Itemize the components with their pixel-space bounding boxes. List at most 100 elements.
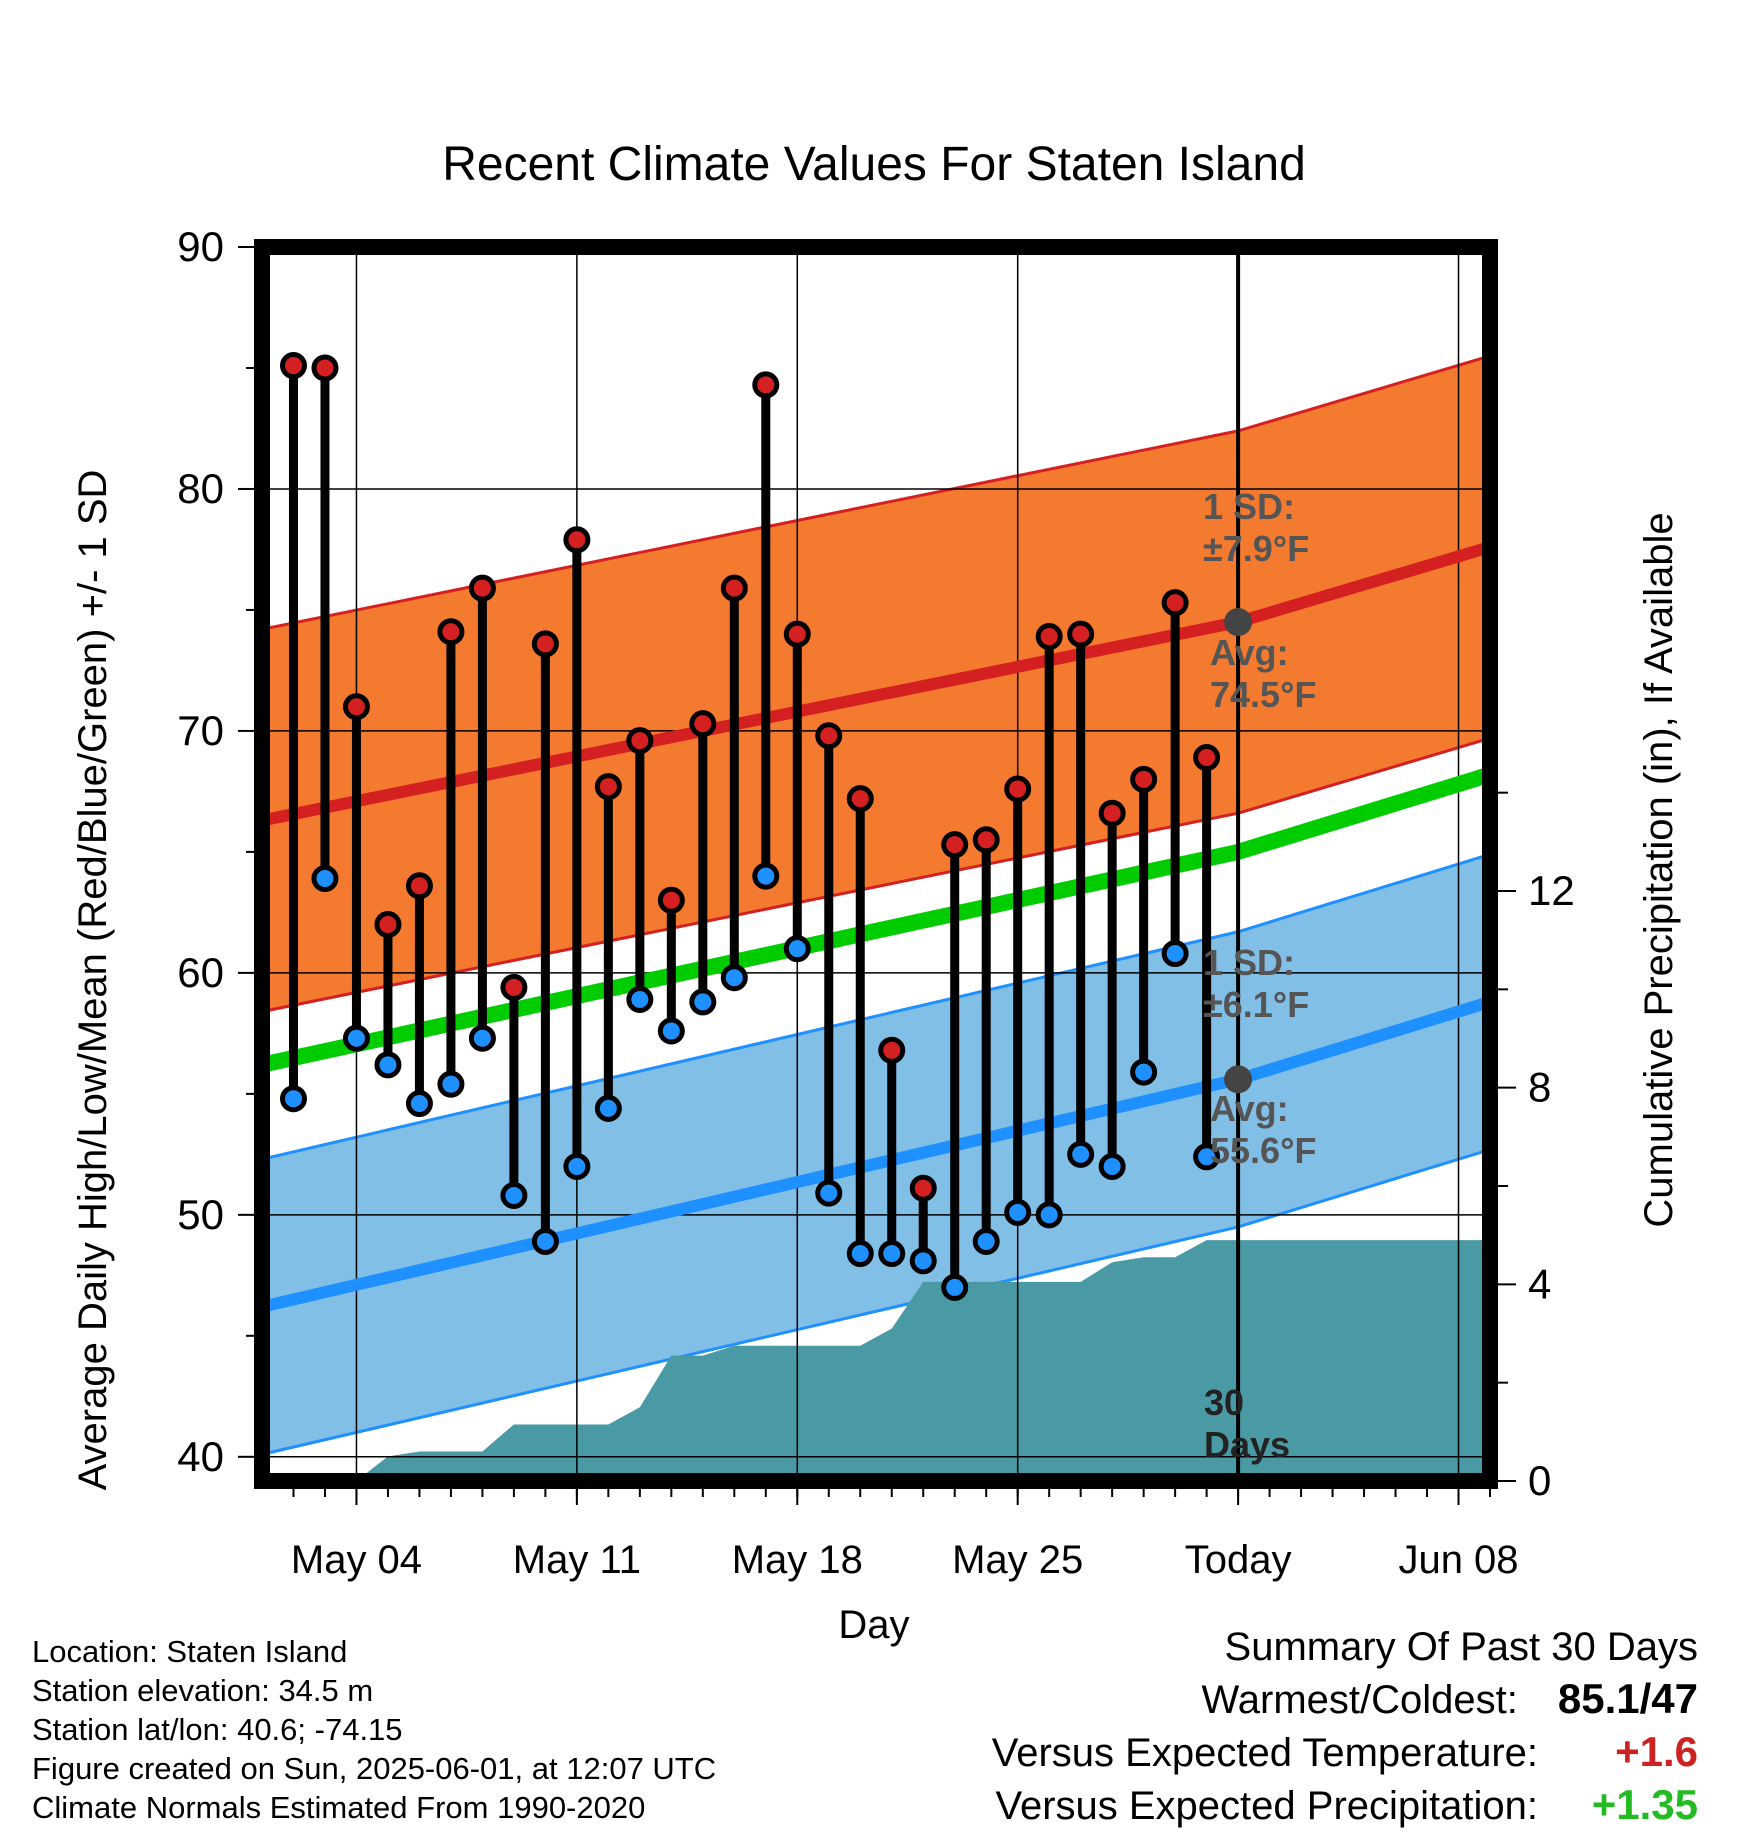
daily-high-point [815,722,843,750]
daily-low-point [657,1017,685,1045]
station-location: Location: Staten Island [32,1634,348,1669]
low-sd-value: ±6.1°F [1203,984,1309,1025]
daily-high-point [594,773,622,801]
daily-high-point [311,354,339,382]
daily-high-point [941,831,969,859]
warmest-coldest-value: 85.1/47 [1557,1675,1698,1722]
daily-high-point [405,872,433,900]
normal-low-band [262,854,1490,1455]
daily-low-point [279,1085,307,1113]
y2-tick-label: 4 [1528,1260,1551,1307]
daily-low-point [563,1152,591,1180]
daily-low-point [1161,940,1189,968]
x-tick-label: May 18 [732,1538,863,1582]
daily-low-point [815,1179,843,1207]
precip-anomaly-row: Versus Expected Precipitation: +1.35 [992,1779,1698,1832]
chart-title: Recent Climate Values For Staten Island [442,138,1306,191]
daily-high-point [752,371,780,399]
daily-high-point [972,826,1000,854]
summary-panel: Summary Of Past 30 Days Warmest/Coldest:… [992,1622,1698,1832]
daily-low-point [1067,1140,1095,1168]
daily-high-point [846,785,874,813]
high-sd-value: ±7.9°F [1203,528,1309,569]
climate-normals: Climate Normals Estimated From 1990-2020 [32,1790,646,1825]
station-latlon: Station lat/lon: 40.6; -74.15 [32,1712,403,1747]
daily-high-point [1098,799,1126,827]
x-tick-label: Jun 08 [1398,1538,1518,1582]
daily-low-point [972,1227,1000,1255]
days-count-word: Days [1204,1424,1290,1465]
y2-tick-label: 8 [1528,1064,1551,1111]
cumulative-precip-area [356,1240,1490,1481]
y2-axis-label: Cumulative Precipitation (in), If Availa… [1637,512,1681,1227]
temp-anomaly-value: +1.6 [1615,1728,1698,1775]
daily-low-point [500,1181,528,1209]
daily-low-point [531,1227,559,1255]
temp-anomaly-label: Versus Expected Temperature: [991,1731,1538,1775]
today-high-avg-marker [1224,608,1253,637]
high-sd-label: 1 SD: [1203,486,1295,527]
low-avg-label: Avg: [1210,1088,1289,1129]
daily-high-point [531,630,559,658]
daily-low-point [1098,1152,1126,1180]
daily-high-point [468,574,496,602]
daily-low-point [1130,1058,1158,1086]
daily-high-point [909,1174,937,1202]
daily-high-point [1130,765,1158,793]
y-tick-label: 80 [177,465,224,512]
y-tick-label: 90 [177,223,224,270]
warmest-coldest-label: Warmest/Coldest: [1201,1678,1518,1722]
daily-low-point [720,964,748,992]
daily-low-point [878,1240,906,1268]
daily-high-point [279,352,307,380]
station-info: Location: Staten Island Station elevatio… [32,1632,716,1827]
daily-high-point [1004,775,1032,803]
daily-high-point [783,620,811,648]
warmest-coldest-row: Warmest/Coldest: 85.1/47 [992,1673,1698,1726]
daily-high-point [1193,744,1221,772]
y2-tick-label: 12 [1528,867,1575,914]
daily-low-point [1193,1143,1221,1171]
daily-high-point [500,973,528,1001]
high-avg-value: 74.5°F [1210,674,1316,715]
y-tick-label: 70 [177,707,224,754]
x-axis-label: Day [838,1603,909,1647]
daily-low-point [846,1240,874,1268]
low-sd-label: 1 SD: [1203,942,1295,983]
y-axis-label: Average Daily High/Low/Mean (Red/Blue/Gr… [71,470,115,1491]
low-avg-value: 55.6°F [1210,1130,1316,1171]
plot-frame [254,239,1498,1489]
daily-high-point [720,574,748,602]
normal-high-band [262,355,1490,1012]
high-avg-label: Avg: [1210,632,1289,673]
daily-low-point [311,865,339,893]
x-tick-label: May 25 [952,1538,1083,1582]
figure-created: Figure created on Sun, 2025-06-01, at 12… [32,1751,717,1786]
daily-low-point [1004,1198,1032,1226]
daily-high-point [657,886,685,914]
y2-tick-label: 0 [1528,1457,1551,1504]
station-elevation: Station elevation: 34.5 m [32,1673,374,1708]
daily-low-point [909,1247,937,1275]
y-tick-label: 40 [177,1433,224,1480]
daily-low-point [374,1051,402,1079]
precip-anomaly-value: +1.35 [1591,1781,1698,1828]
x-tick-label: May 04 [291,1538,422,1582]
summary-title: Summary Of Past 30 Days [1224,1625,1698,1669]
daily-high-point [1067,620,1095,648]
daily-low-point [437,1070,465,1098]
daily-high-point [374,910,402,938]
daily-low-point [342,1024,370,1052]
daily-low-point [626,985,654,1013]
today-low-avg-marker [1224,1065,1253,1094]
daily-high-point [1161,589,1189,617]
days-count-number: 30 [1204,1382,1244,1423]
daily-low-point [1035,1201,1063,1229]
x-tick-label: May 11 [513,1538,641,1582]
daily-low-point [783,935,811,963]
daily-low-point [405,1090,433,1118]
daily-low-point [594,1094,622,1122]
x-tick-label: Today [1185,1538,1292,1582]
y-tick-label: 50 [177,1191,224,1238]
